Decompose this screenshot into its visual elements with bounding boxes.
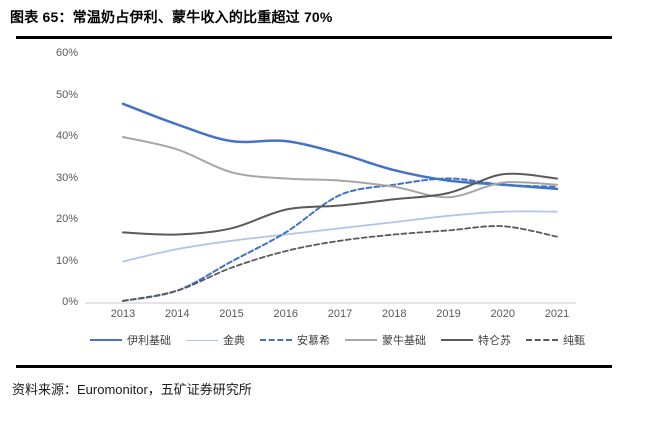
x-tick-label: 2020	[490, 308, 515, 320]
legend-label: 安慕希	[297, 335, 330, 347]
legend-item-伊利基础: 伊利基础	[90, 332, 171, 348]
y-tick-label: 10%	[55, 254, 78, 267]
legend-line-sample	[260, 339, 292, 341]
y-tick-label: 40%	[55, 130, 78, 142]
x-tick-label: 2021	[544, 308, 570, 320]
legend-line-sample	[526, 339, 558, 341]
y-tick-label: 20%	[55, 213, 78, 225]
legend-label: 纯甄	[563, 335, 585, 347]
legend-item-蒙牛基础: 蒙牛基础	[345, 332, 426, 348]
x-tick-label: 2016	[273, 308, 298, 320]
title-divider-rule	[16, 36, 612, 39]
series-line-金典	[122, 210, 558, 263]
x-tick-label: 2013	[110, 308, 136, 320]
series-line-安慕希	[122, 177, 558, 302]
legend-line-sample	[186, 339, 218, 341]
y-tick-label: 60%	[55, 47, 78, 59]
legend-line-sample	[441, 339, 473, 341]
legend-label: 伊利基础	[127, 335, 171, 347]
chart-legend: 伊利基础 金典 安慕希 蒙牛基础 特仑苏 纯甄	[90, 332, 585, 348]
legend-label: 金典	[223, 335, 245, 347]
x-tick-label: 2014	[165, 308, 190, 320]
source-text: 资料来源：Euromonitor，五矿证券研究所	[12, 382, 252, 397]
figure-title: 图表 65：常温奶占伊利、蒙牛收入的比重超过 70%	[10, 9, 333, 25]
legend-line-sample	[90, 339, 122, 341]
y-tick-label: 50%	[55, 88, 78, 101]
y-tick-label: 0%	[62, 296, 78, 308]
series-line-蒙牛基础	[122, 136, 558, 199]
series-line-纯甄	[122, 225, 558, 302]
x-tick-label: 2018	[382, 308, 407, 320]
legend-item-特仑苏: 特仑苏	[441, 332, 511, 348]
x-tick-label: 2015	[219, 308, 244, 320]
legend-item-纯甄: 纯甄	[526, 332, 585, 348]
legend-label: 特仑苏	[478, 335, 511, 347]
series-line-伊利基础	[121, 102, 559, 191]
legend-label: 蒙牛基础	[382, 335, 426, 347]
source-divider-rule	[16, 365, 612, 368]
series-line-特仑苏	[122, 172, 558, 236]
legend-line-sample	[345, 339, 377, 341]
x-tick-label: 2017	[327, 308, 353, 320]
y-tick-label: 30%	[55, 171, 78, 184]
legend-item-金典: 金典	[186, 332, 245, 348]
legend-item-安慕希: 安慕希	[260, 332, 330, 348]
x-tick-label: 2019	[436, 308, 461, 320]
